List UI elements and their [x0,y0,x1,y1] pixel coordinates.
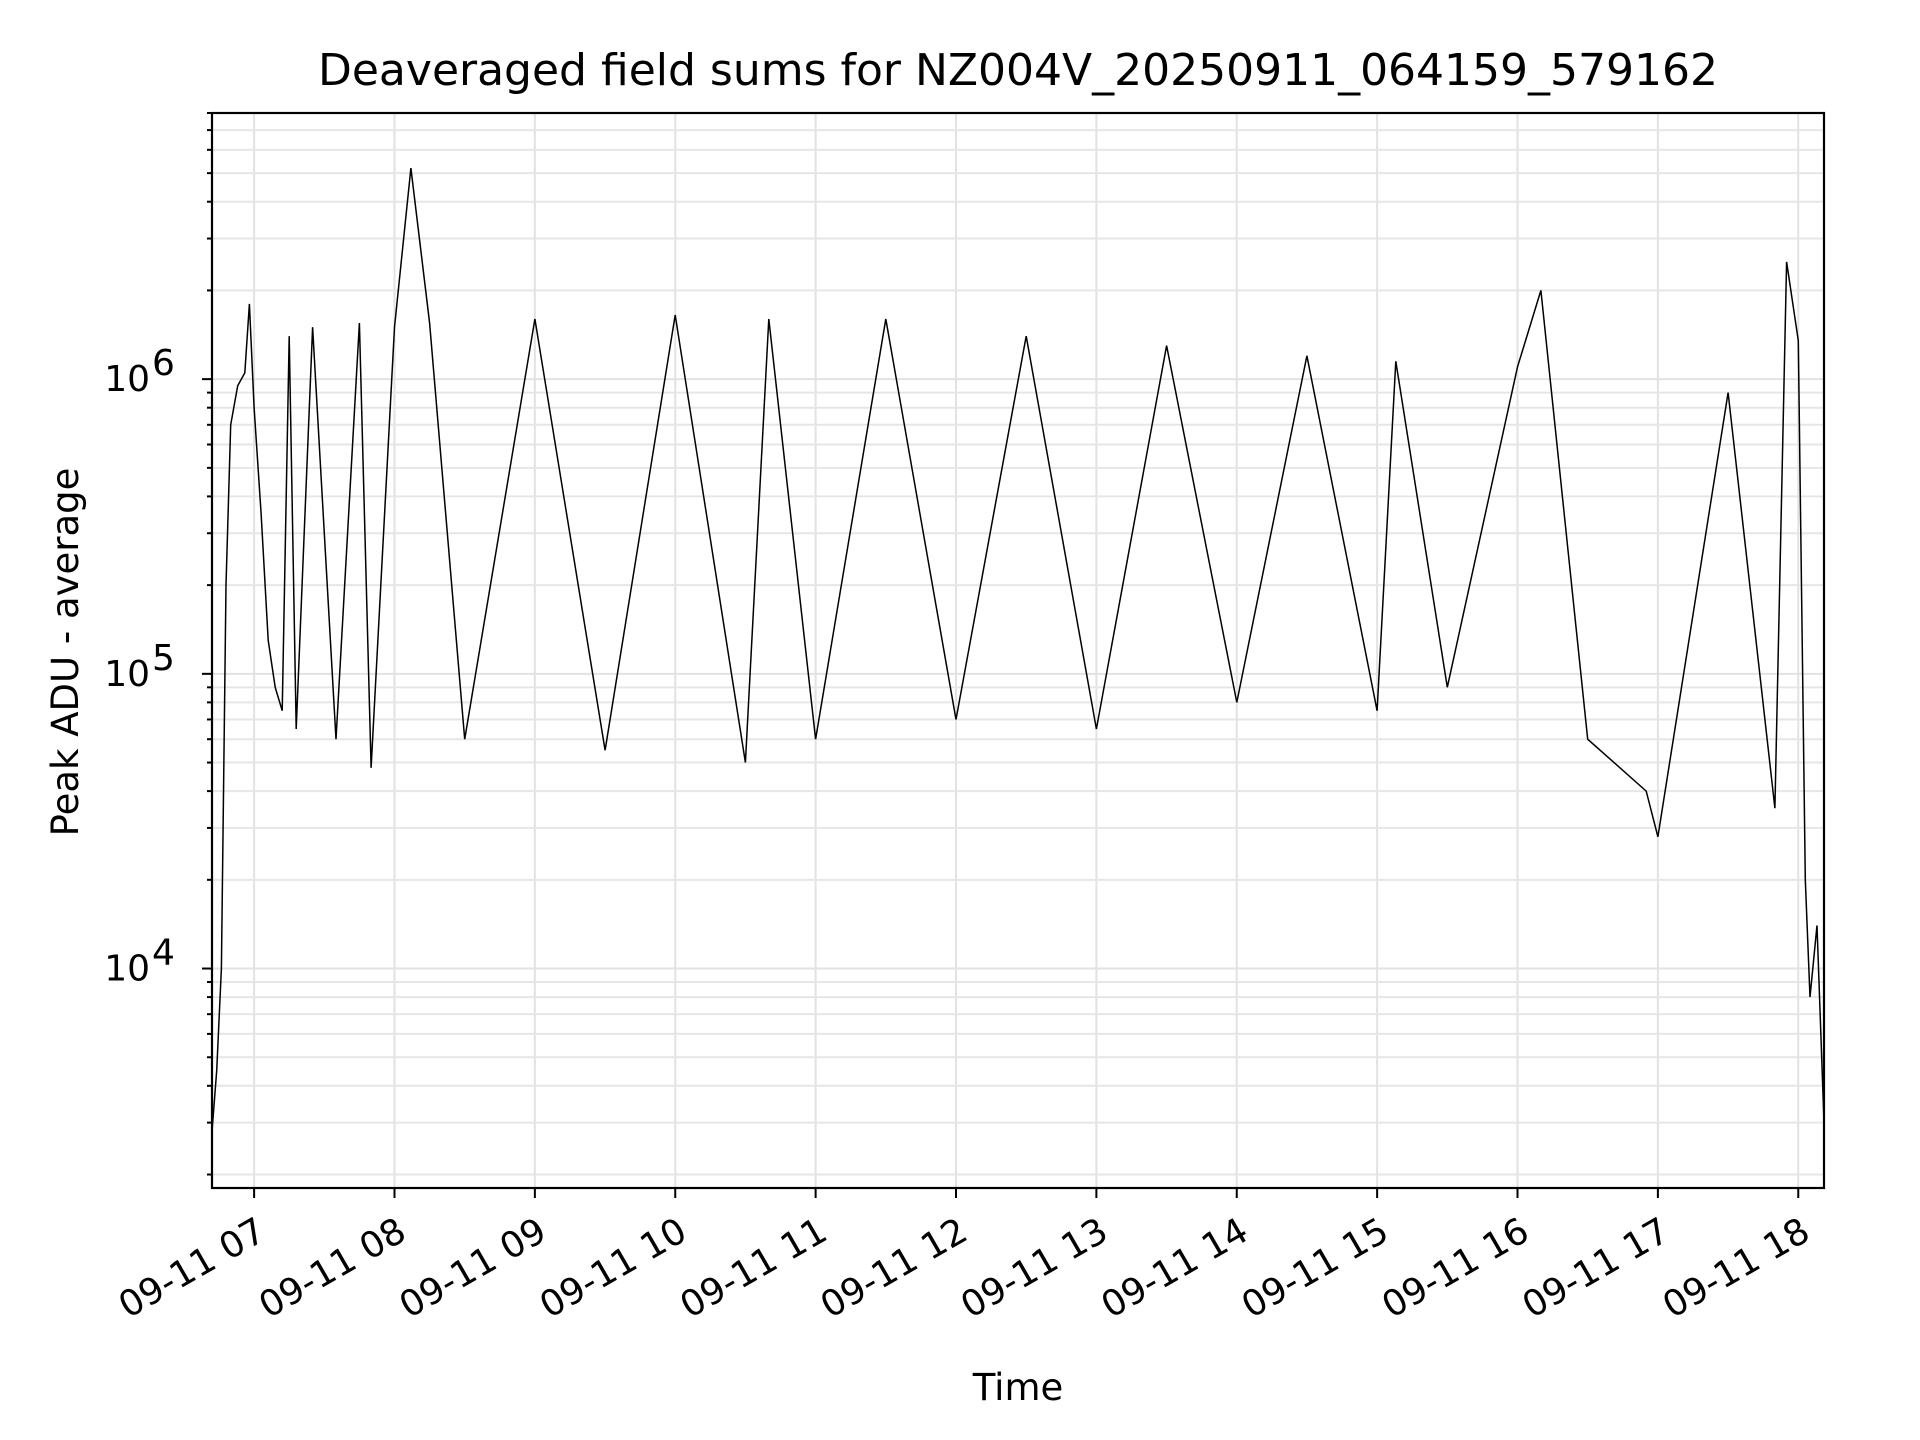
y-tick-label-base: 10 [104,949,150,990]
x-tick-label: 09-11 09 [393,1210,554,1326]
y-tick-label: 10 [104,359,150,400]
series-line [211,168,1825,1132]
x-axis-label: Time [972,1366,1064,1409]
x-tick-label: 09-11 14 [1095,1210,1256,1326]
chart-title: Deaveraged field sums for NZ004V_2025091… [318,45,1718,96]
tick-layer [202,112,1800,1198]
y-tick-label-base: 10 [104,359,150,400]
y-tick-label-exponent: 4 [152,933,175,974]
grid-layer [212,112,1824,1188]
x-tick-label: 09-11 11 [673,1210,834,1326]
x-tick-label: 09-11 18 [1656,1210,1817,1326]
x-tick-label: 09-11 08 [252,1210,413,1326]
x-tick-label: 09-11 13 [954,1210,1115,1326]
y-tick-label: 10 [104,654,150,695]
x-tick-label: 09-11 10 [533,1210,694,1326]
plot-frame [210,111,1826,1190]
y-tick-label-exponent: 6 [152,343,175,384]
x-tick-label: 09-11 07 [112,1210,273,1326]
y-tick-label-base: 10 [104,654,150,695]
y-tick-label: 10 [104,949,150,990]
y-axis-label: Peak ADU - average [44,468,87,837]
y-tick-label-exponent: 5 [152,638,175,679]
x-tick-label: 09-11 15 [1235,1210,1396,1326]
x-tick-label: 09-11 17 [1516,1210,1677,1326]
x-tick-label: 09-11 16 [1375,1210,1536,1326]
data-layer [211,168,1825,1132]
x-tick-label: 09-11 12 [814,1210,975,1326]
